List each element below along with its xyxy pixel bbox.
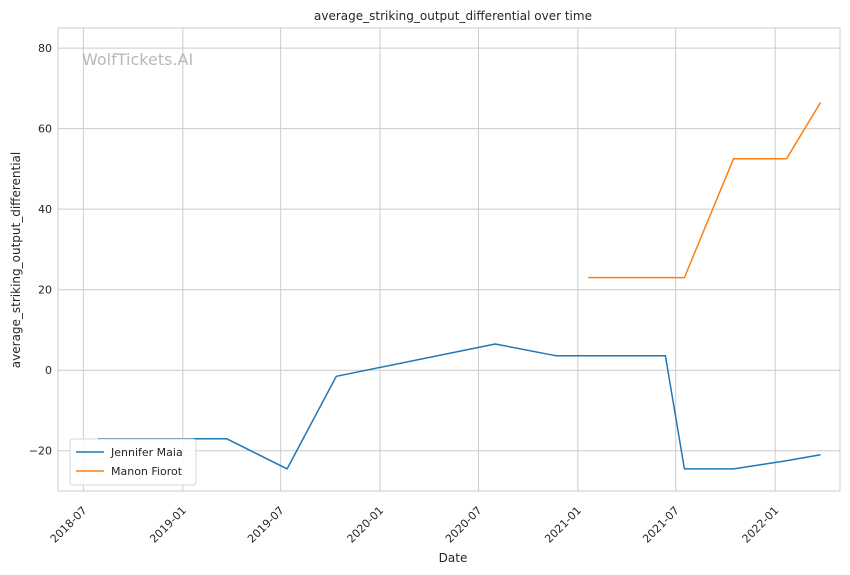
series-lines	[98, 102, 822, 470]
legend-label-jennifer-maia: Jennifer Maia	[110, 446, 183, 459]
y-tick-label: 40	[38, 203, 52, 216]
legend: Jennifer Maia Manon Fiorot	[69, 438, 197, 486]
y-axis-ticks: −20 0 20 40 60 80	[29, 42, 52, 458]
series-line-manon-fiorot	[588, 102, 822, 279]
plot-area	[57, 27, 841, 492]
legend-label-manon-fiorot: Manon Fiorot	[111, 465, 183, 478]
y-tick-label: −20	[29, 445, 52, 458]
series-line-jennifer-maia	[98, 343, 821, 470]
y-axis-title: average_striking_output_differential	[9, 152, 23, 368]
watermark-text: WolfTickets.AI	[82, 50, 193, 69]
y-tick-label: 20	[38, 284, 52, 297]
y-tick-label: 0	[45, 364, 52, 377]
legend-box	[69, 438, 197, 486]
y-tick-label: 80	[38, 42, 52, 55]
y-tick-label: 60	[38, 123, 52, 136]
chart-title: average_striking_output_differential ove…	[314, 9, 592, 23]
x-axis-title: Date	[439, 551, 468, 565]
